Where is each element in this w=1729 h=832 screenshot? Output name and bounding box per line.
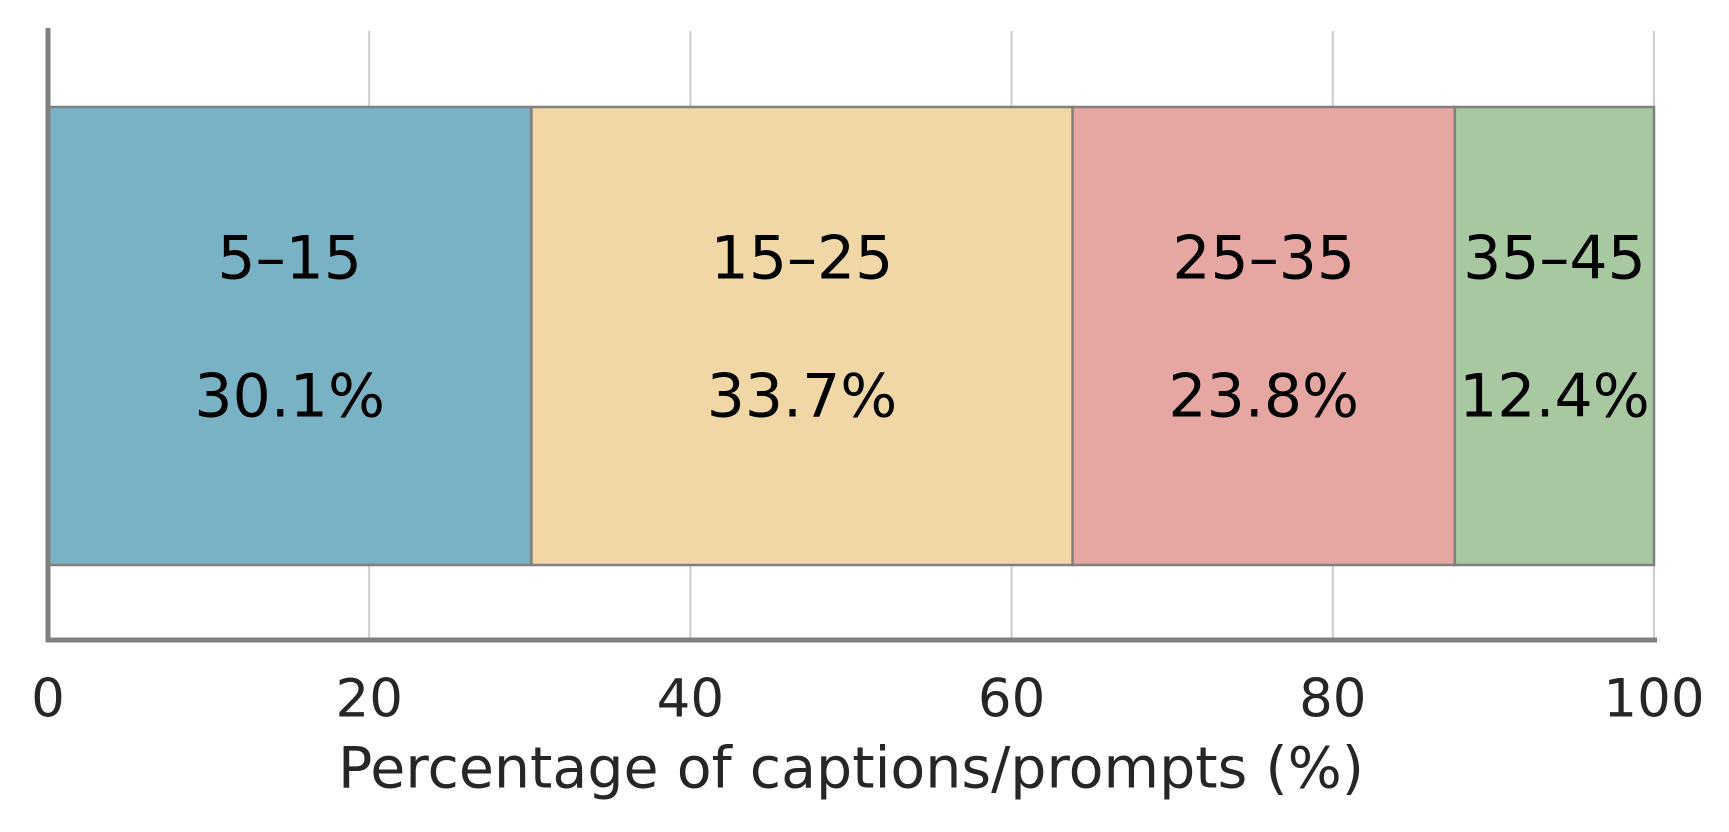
value-label: 12.4% — [1459, 362, 1650, 432]
value-label: 30.1% — [194, 362, 385, 432]
x-tick-label: 60 — [978, 669, 1045, 730]
x-tick-label: 0 — [31, 669, 65, 730]
segment-name: 25–35 — [1172, 224, 1355, 294]
x-tick-label: 40 — [657, 669, 724, 730]
x-axis-label: Percentage of captions/prompts (%) — [338, 736, 1364, 802]
segment-name: 15–25 — [711, 224, 894, 294]
value-label: 33.7% — [707, 362, 898, 432]
bar-segment — [1071, 105, 1457, 567]
x-tick-label: 100 — [1603, 669, 1704, 730]
bar-segment — [530, 105, 1074, 567]
x-tick-label: 80 — [1299, 669, 1366, 730]
segment-name: 5–15 — [217, 224, 362, 294]
value-label: 23.8% — [1168, 362, 1359, 432]
segment-name: 35–45 — [1463, 224, 1646, 294]
x-tick-label: 20 — [335, 669, 402, 730]
bar-segment — [46, 105, 533, 567]
bar-segment — [1453, 105, 1656, 567]
